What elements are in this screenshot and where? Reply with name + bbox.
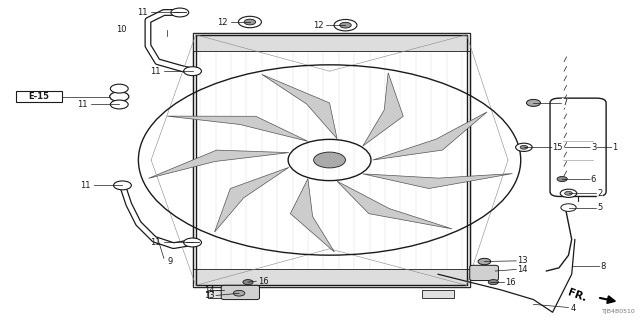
Polygon shape (148, 150, 289, 178)
Polygon shape (373, 112, 487, 160)
FancyBboxPatch shape (470, 265, 499, 281)
Text: 16: 16 (258, 277, 269, 286)
Polygon shape (214, 167, 289, 232)
Circle shape (564, 191, 572, 195)
Bar (193, 269, 470, 287)
Circle shape (184, 238, 202, 247)
Text: 14: 14 (204, 285, 215, 295)
Circle shape (516, 143, 532, 151)
Circle shape (557, 177, 567, 181)
Text: 8: 8 (600, 262, 605, 271)
Text: 13: 13 (518, 256, 528, 265)
Text: 5: 5 (597, 203, 602, 212)
Bar (209, 290, 241, 298)
Polygon shape (167, 116, 308, 141)
Text: 3: 3 (591, 143, 596, 152)
Text: 11: 11 (150, 67, 161, 76)
Text: FR.: FR. (566, 288, 588, 304)
Polygon shape (291, 179, 335, 252)
Circle shape (488, 280, 499, 285)
Circle shape (527, 100, 540, 106)
Circle shape (561, 204, 576, 212)
Circle shape (171, 8, 189, 17)
Circle shape (184, 67, 202, 76)
Bar (193, 33, 470, 51)
Text: 11: 11 (77, 100, 88, 109)
Text: 7: 7 (562, 99, 568, 108)
Circle shape (243, 280, 253, 285)
Circle shape (234, 290, 245, 296)
Bar (196, 35, 467, 285)
Circle shape (478, 258, 491, 265)
Polygon shape (337, 181, 452, 229)
Circle shape (334, 20, 357, 31)
FancyBboxPatch shape (16, 91, 62, 102)
Text: E-15: E-15 (28, 92, 49, 101)
Text: 9: 9 (167, 257, 172, 266)
Polygon shape (262, 75, 337, 139)
Text: 14: 14 (518, 265, 528, 274)
Bar (422, 290, 454, 298)
Text: 6: 6 (591, 174, 596, 184)
Text: 16: 16 (505, 278, 515, 287)
Text: 15: 15 (552, 143, 563, 152)
Circle shape (340, 22, 351, 28)
Text: TJB4B0510: TJB4B0510 (602, 309, 636, 314)
Circle shape (244, 19, 255, 25)
Text: 11: 11 (80, 181, 91, 190)
Text: 1: 1 (612, 143, 618, 152)
Text: 13: 13 (204, 291, 215, 300)
Circle shape (314, 152, 346, 168)
Text: 11: 11 (150, 238, 161, 247)
FancyBboxPatch shape (550, 98, 606, 196)
Text: 12: 12 (313, 21, 323, 30)
Bar (193, 33, 470, 287)
Text: 10: 10 (116, 25, 127, 35)
Polygon shape (363, 73, 403, 146)
Circle shape (560, 189, 577, 197)
Text: 11: 11 (138, 8, 148, 17)
Text: 2: 2 (597, 189, 602, 198)
Text: 4: 4 (570, 304, 575, 313)
Circle shape (113, 181, 131, 190)
Circle shape (110, 84, 128, 93)
Polygon shape (363, 173, 513, 188)
FancyBboxPatch shape (221, 285, 259, 300)
Circle shape (109, 92, 129, 101)
FancyArrowPatch shape (600, 296, 614, 303)
Text: 12: 12 (217, 18, 228, 27)
Circle shape (239, 16, 261, 28)
Circle shape (520, 145, 528, 149)
Circle shape (110, 100, 128, 109)
